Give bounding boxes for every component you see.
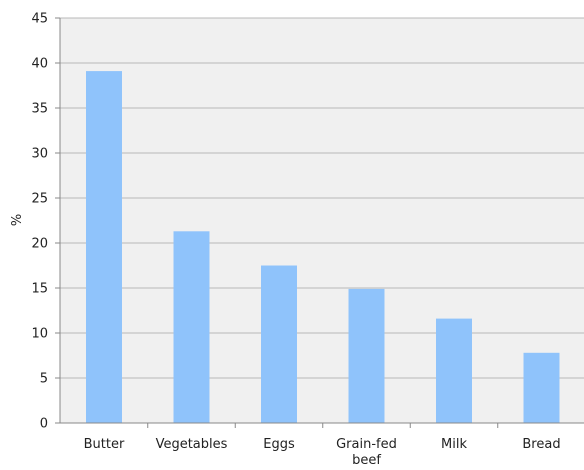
bars xyxy=(86,71,560,423)
x-category-label: Vegetables xyxy=(156,437,228,452)
y-tick-label: 15 xyxy=(31,282,48,297)
axes xyxy=(55,17,584,428)
x-category-label: Bread xyxy=(522,437,560,452)
y-axis-title: % xyxy=(10,214,25,226)
x-category-label: Eggs xyxy=(263,437,295,452)
y-tick-label: 10 xyxy=(31,327,48,342)
gridlines xyxy=(60,17,584,379)
plot-area xyxy=(60,18,584,423)
y-tick-label: 5 xyxy=(40,372,48,387)
y-tick-label: 30 xyxy=(31,147,48,162)
x-category-labels: Butter Vegetables Eggs Grain-fed beef Milk Bre… xyxy=(84,437,561,468)
bar-butter xyxy=(86,71,122,423)
y-tick-label: 0 xyxy=(40,417,48,432)
bar-milk xyxy=(436,318,472,423)
x-category-label: Grain-fed beef xyxy=(336,437,397,468)
x-category-label: Butter xyxy=(84,437,125,452)
y-tick-label: 25 xyxy=(31,192,48,207)
bar-bread xyxy=(523,352,560,423)
bar-grain-fed-beef xyxy=(348,288,385,423)
y-tick-label: 20 xyxy=(31,237,48,252)
y-tick-label: 35 xyxy=(31,102,48,117)
y-tick-labels: 0 5 10 15 20 25 30 35 40 45 xyxy=(31,12,48,432)
x-category-label: Milk xyxy=(441,437,467,452)
bar-eggs xyxy=(261,265,297,423)
y-tick-label: 40 xyxy=(31,57,48,72)
bar-vegetables xyxy=(173,231,210,423)
y-tick-label: 45 xyxy=(31,12,48,27)
